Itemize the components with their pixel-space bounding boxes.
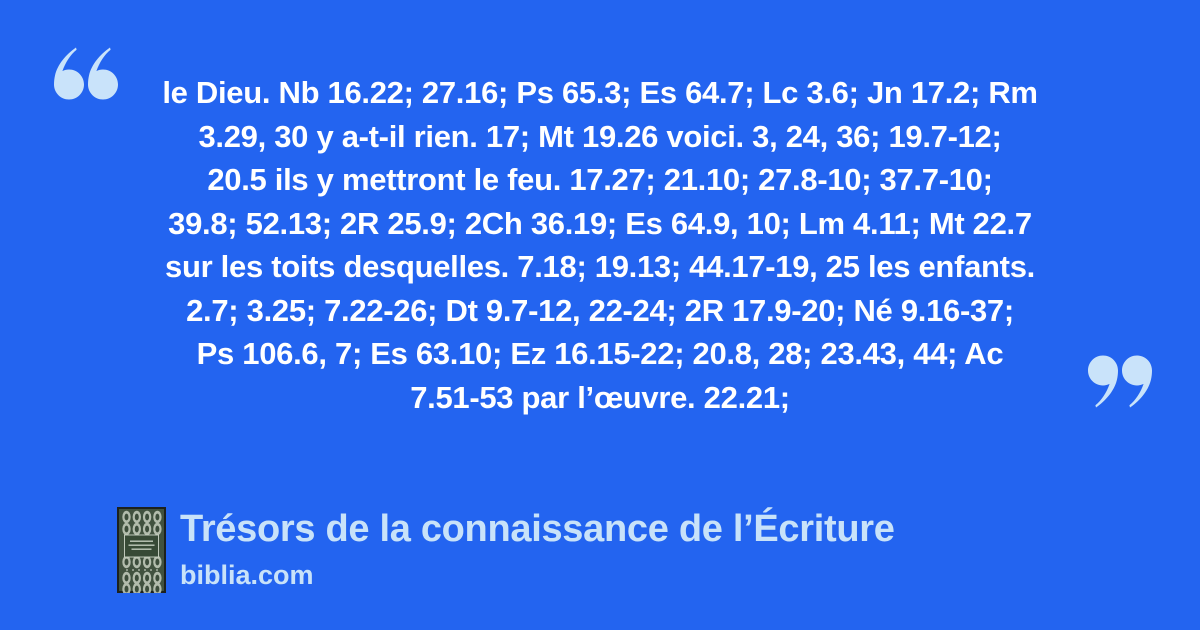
footer-text: Trésors de la connaissance de l’Écriture… (180, 507, 895, 590)
quote-line: 7.51-53 par l’œuvre. 22.21; (410, 379, 790, 415)
open-quote-icon (54, 47, 118, 100)
quote-line: 2.7; 3.25; 7.22-26; Dt 9.7-12, 22-24; 2R… (186, 292, 1014, 328)
quote-text: le Dieu. Nb 16.22; 27.16; Ps 65.3; Es 64… (112, 71, 1088, 419)
quote-line: 39.8; 52.13; 2R 25.9; 2Ch 36.19; Es 64.9… (168, 205, 1032, 241)
site-name: biblia.com (180, 560, 314, 590)
close-quote-icon (1088, 355, 1152, 408)
resource-title: Trésors de la connaissance de l’Écriture (180, 508, 895, 550)
quote-line: Ps 106.6, 7; Es 63.10; Ez 16.15-22; 20.8… (196, 336, 1004, 371)
quote-line: sur les toits desquelles. 7.18; 19.13; 4… (165, 249, 1035, 284)
quote-line: le Dieu. Nb 16.22; 27.16; Ps 65.3; Es 64… (162, 75, 1038, 110)
quote-line: 20.5 ils y mettront le feu. 17.27; 21.10… (207, 162, 993, 197)
footer: Trésors de la connaissance de l’Écriture… (117, 507, 895, 593)
book-cover-thumbnail (117, 507, 166, 593)
quote-line: 3.29, 30 y a-t-il rien. 17; Mt 19.26 voi… (198, 118, 1002, 154)
